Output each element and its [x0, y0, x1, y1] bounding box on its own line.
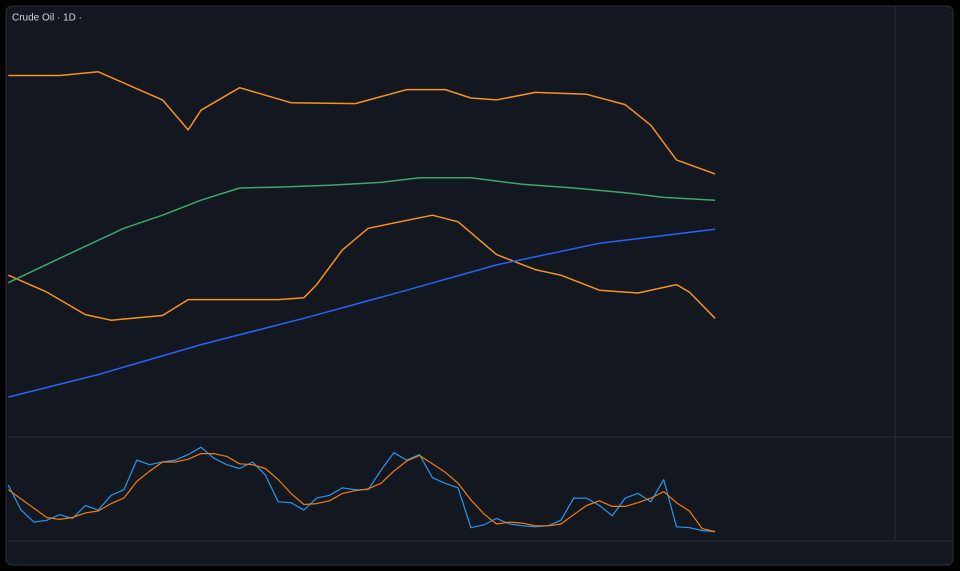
marks	[7, 71, 716, 533]
overlay-line	[8, 228, 716, 398]
chart-title: Crude Oil · 1D ·	[12, 13, 82, 24]
oscillator-line	[7, 453, 716, 533]
overlay-line	[7, 214, 716, 321]
overlay-line	[8, 71, 716, 175]
overlay-line	[7, 176, 716, 284]
frame	[5, 5, 954, 566]
